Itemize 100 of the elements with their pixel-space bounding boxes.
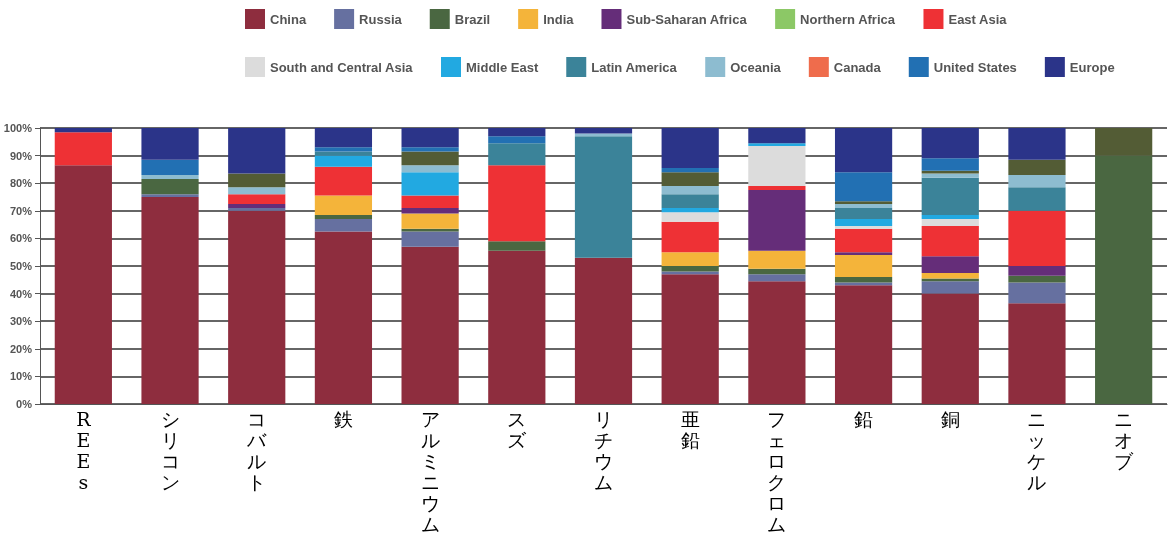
bar <box>488 128 546 137</box>
bar <box>488 250 546 404</box>
bar <box>401 213 459 229</box>
bar <box>1008 128 1066 160</box>
bar <box>228 173 286 188</box>
legend-label: Oceania <box>730 59 782 75</box>
bar <box>1008 303 1066 404</box>
bar <box>54 165 112 404</box>
bar <box>921 214 979 220</box>
bar <box>834 254 893 278</box>
bar <box>228 128 286 174</box>
bar <box>748 143 806 146</box>
bar <box>661 172 719 186</box>
bar <box>748 274 806 282</box>
legend-label: India <box>543 11 575 27</box>
legend-label: South and Central Asia <box>270 59 414 75</box>
bar <box>661 128 719 169</box>
bar <box>748 185 806 191</box>
y-tick-label: 100% <box>3 122 33 134</box>
legend-label: East Asia <box>948 11 1008 27</box>
bar <box>921 278 979 282</box>
y-tick-label: 0% <box>16 398 33 410</box>
bar <box>661 185 719 195</box>
bar <box>834 285 893 404</box>
bar <box>834 172 893 202</box>
x-tick-label: コバルト <box>246 407 268 493</box>
legend-label: Europe <box>1069 59 1115 75</box>
bar <box>314 231 373 404</box>
bar <box>488 136 546 144</box>
bar <box>401 151 459 166</box>
bar <box>1008 210 1066 266</box>
legend-label: Sub-Saharan Africa <box>626 11 748 27</box>
x-tick-label: 銅 <box>940 407 960 430</box>
legend-label: Brazil <box>454 11 491 27</box>
bar <box>314 214 373 220</box>
bar <box>748 250 806 269</box>
bar <box>574 136 633 258</box>
bar <box>921 158 979 171</box>
bar <box>54 132 112 166</box>
x-tick-label: 鉛 <box>854 407 874 430</box>
y-tick-label: 20% <box>9 342 33 355</box>
x-tick-label: シリコン <box>160 407 180 493</box>
bar <box>314 166 373 196</box>
bar <box>574 257 633 404</box>
legend-label: Northern Africa <box>800 11 896 27</box>
bar <box>314 147 373 152</box>
bar <box>401 228 459 232</box>
bar <box>661 221 719 253</box>
bar <box>834 128 893 173</box>
bar <box>921 128 979 159</box>
y-tick-label: 80% <box>9 177 33 190</box>
legend-label: China <box>270 11 307 27</box>
x-tick-label: フェロクロム <box>767 407 787 534</box>
bar <box>141 128 199 160</box>
bar <box>661 168 719 173</box>
x-tick-label: アルミニウム <box>420 407 440 534</box>
bar <box>401 246 459 404</box>
bar <box>314 219 373 232</box>
bar <box>1008 174 1066 188</box>
legend-label: Russia <box>359 11 403 27</box>
x-tick-label: ニッケル <box>1027 407 1047 493</box>
bar <box>1008 266 1066 276</box>
bar <box>661 208 719 213</box>
legend-label: Canada <box>833 59 882 75</box>
bar <box>141 194 199 197</box>
bar <box>748 281 806 404</box>
legend-label: Middle East <box>466 59 539 75</box>
bar <box>921 219 979 226</box>
bar <box>141 174 199 180</box>
bar <box>834 219 893 226</box>
bar <box>661 266 719 272</box>
bar <box>54 128 112 133</box>
x-tick-label: REEs <box>76 407 92 493</box>
bar <box>141 159 199 175</box>
bar <box>401 195 459 209</box>
bar <box>228 187 286 195</box>
bar <box>228 203 286 209</box>
legend-label: Latin America <box>591 59 678 75</box>
bar <box>661 212 719 222</box>
bar <box>488 165 546 242</box>
bar <box>834 201 893 204</box>
bar <box>1008 187 1066 211</box>
bar <box>921 272 979 279</box>
bar <box>401 208 459 214</box>
bar <box>921 281 979 294</box>
bar <box>314 195 373 215</box>
bar <box>748 268 806 275</box>
bar <box>314 155 373 167</box>
bar <box>401 231 459 247</box>
bar <box>1008 282 1066 304</box>
bar <box>748 190 806 251</box>
bar <box>834 277 893 283</box>
bar <box>748 128 806 144</box>
y-tick-label: 50% <box>9 260 33 272</box>
bar <box>834 228 893 253</box>
y-tick-label: 70% <box>9 204 33 217</box>
bar <box>921 173 979 178</box>
x-tick-label: スズ <box>507 407 528 451</box>
bar <box>834 225 893 229</box>
y-tick-label: 60% <box>9 232 33 245</box>
